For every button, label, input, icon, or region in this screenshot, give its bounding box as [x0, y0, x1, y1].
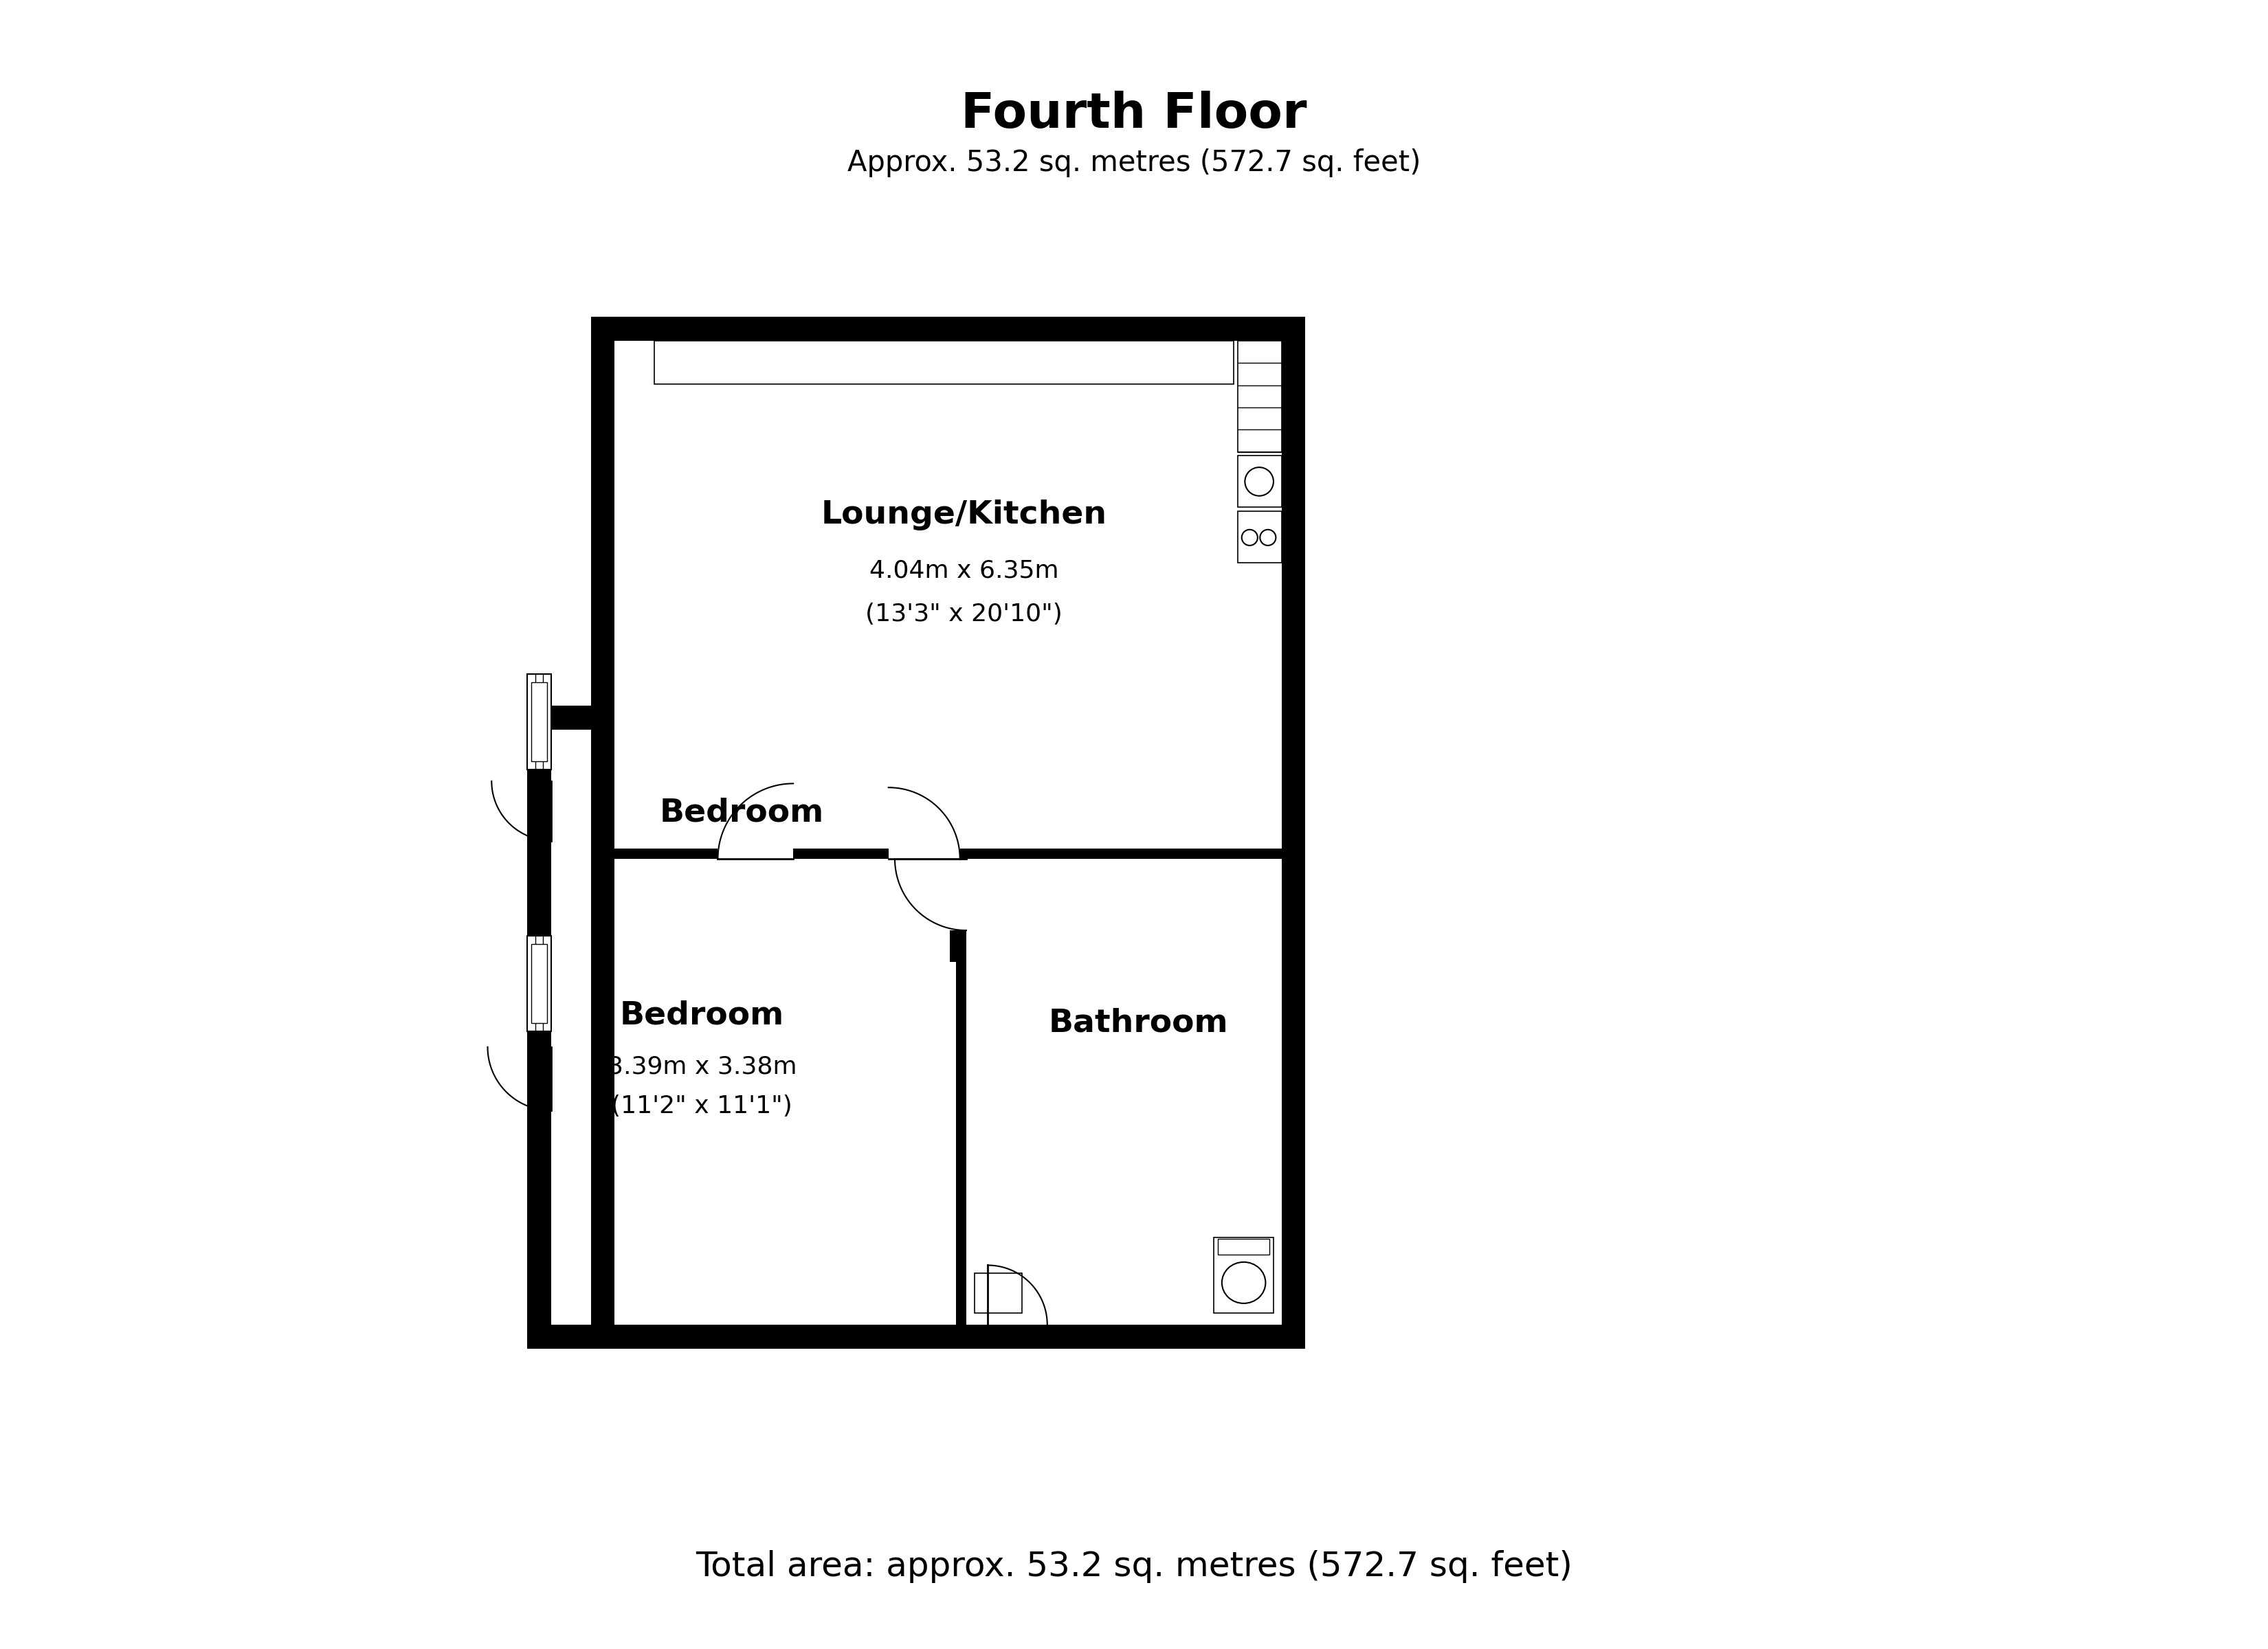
Bar — [526, 937, 551, 1031]
Bar — [1281, 317, 1306, 1349]
Bar — [531, 943, 547, 1022]
Text: Bathroom: Bathroom — [1048, 1008, 1229, 1039]
Text: Approx. 53.2 sq. metres (572.7 sq. feet): Approx. 53.2 sq. metres (572.7 sq. feet) — [848, 148, 1420, 176]
Bar — [526, 674, 551, 768]
Bar — [526, 706, 615, 729]
Bar — [794, 849, 889, 859]
Text: (13'3" x 20'10"): (13'3" x 20'10") — [866, 604, 1061, 627]
Bar — [959, 849, 1281, 859]
Bar — [531, 683, 547, 762]
Ellipse shape — [1222, 1261, 1266, 1303]
Bar — [590, 317, 615, 706]
Bar — [526, 706, 551, 1349]
Bar — [950, 930, 959, 961]
Bar — [590, 706, 615, 1349]
Text: Fourth Floor: Fourth Floor — [962, 91, 1306, 139]
Bar — [1238, 455, 1281, 508]
Text: Bedroom: Bedroom — [660, 798, 823, 828]
Bar — [1218, 1238, 1270, 1255]
Bar — [975, 1273, 1023, 1313]
Text: Lounge/Kitchen: Lounge/Kitchen — [821, 500, 1107, 531]
Bar — [1213, 1237, 1275, 1313]
Text: Total area: approx. 53.2 sq. metres (572.7 sq. feet): Total area: approx. 53.2 sq. metres (572… — [696, 1550, 1572, 1583]
Bar — [1238, 511, 1281, 562]
Bar — [615, 849, 717, 859]
Bar — [590, 317, 1306, 341]
Text: (11'2" x 11'1"): (11'2" x 11'1") — [612, 1095, 792, 1118]
Text: Bedroom: Bedroom — [619, 999, 785, 1031]
Bar — [653, 341, 1234, 384]
Bar — [1238, 341, 1281, 452]
Bar — [526, 1324, 1306, 1349]
Text: 4.04m x 6.35m: 4.04m x 6.35m — [869, 559, 1059, 582]
Bar — [955, 930, 966, 1324]
Text: 3.39m x 3.38m: 3.39m x 3.38m — [608, 1055, 796, 1078]
